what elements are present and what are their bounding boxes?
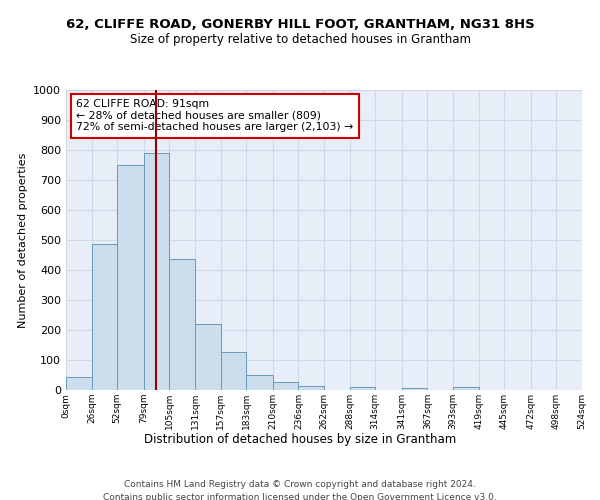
Text: Distribution of detached houses by size in Grantham: Distribution of detached houses by size …	[144, 432, 456, 446]
Bar	[246, 374, 273, 390]
Text: Contains HM Land Registry data © Crown copyright and database right 2024.: Contains HM Land Registry data © Crown c…	[124, 480, 476, 489]
Bar	[66, 378, 92, 390]
Bar	[350, 387, 375, 390]
Bar	[92, 244, 117, 390]
Bar	[144, 153, 169, 390]
Text: 62 CLIFFE ROAD: 91sqm
← 28% of detached houses are smaller (809)
72% of semi-det: 62 CLIFFE ROAD: 91sqm ← 28% of detached …	[76, 99, 353, 132]
Bar	[298, 386, 324, 390]
Bar	[117, 165, 144, 390]
Text: Size of property relative to detached houses in Grantham: Size of property relative to detached ho…	[130, 32, 470, 46]
Text: Contains public sector information licensed under the Open Government Licence v3: Contains public sector information licen…	[103, 492, 497, 500]
Bar	[195, 324, 221, 390]
Bar	[453, 387, 479, 390]
Y-axis label: Number of detached properties: Number of detached properties	[17, 152, 28, 328]
Bar	[169, 259, 195, 390]
Bar	[273, 382, 298, 390]
Text: 62, CLIFFE ROAD, GONERBY HILL FOOT, GRANTHAM, NG31 8HS: 62, CLIFFE ROAD, GONERBY HILL FOOT, GRAN…	[65, 18, 535, 30]
Bar	[402, 388, 427, 390]
Bar	[221, 352, 246, 390]
